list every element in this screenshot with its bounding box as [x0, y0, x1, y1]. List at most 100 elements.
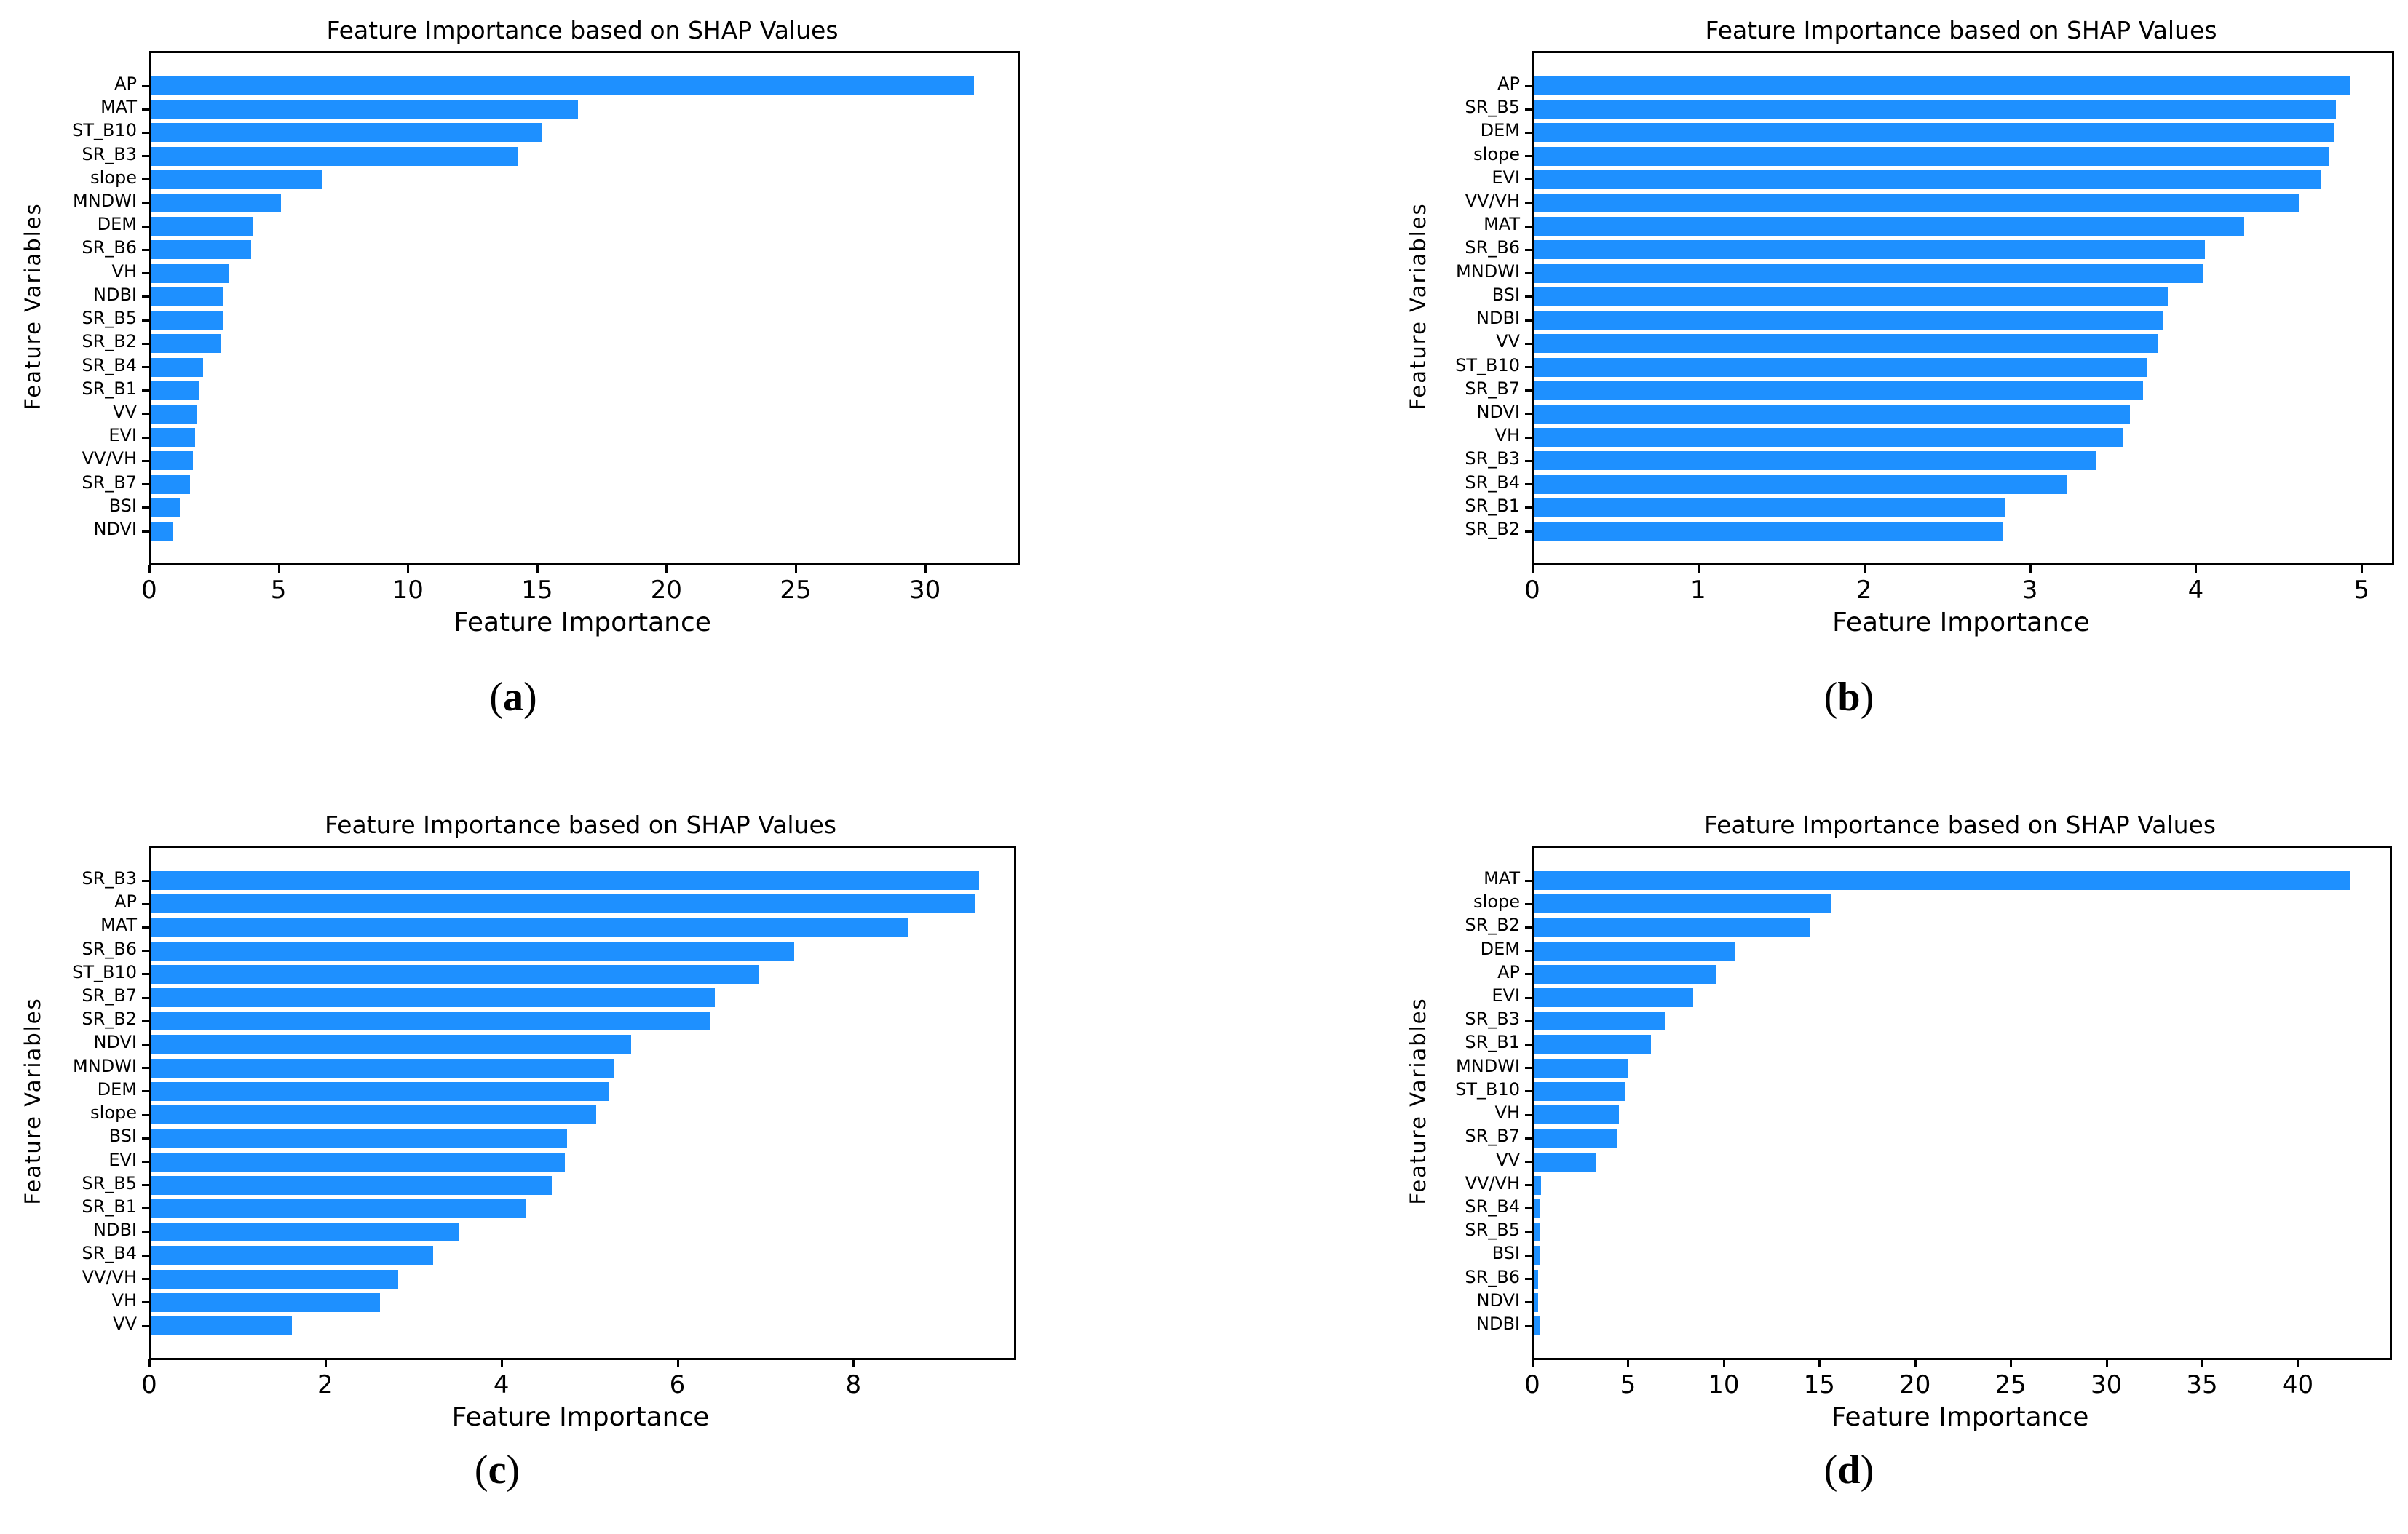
y-tick-mark: [1525, 295, 1532, 298]
y-tick-label: SR_B3: [1465, 1009, 1520, 1030]
y-tick-label: NDBI: [93, 284, 137, 305]
y-tick-mark: [1525, 902, 1532, 905]
caption-open-paren: (: [489, 675, 503, 720]
y-tick-mark: [1525, 436, 1532, 439]
y-tick-mark: [142, 389, 149, 392]
x-tick-label: 35: [2186, 1370, 2218, 1399]
y-tick-mark: [142, 530, 149, 533]
x-tick-label: 15: [521, 576, 553, 605]
y-tick-mark: [142, 1043, 149, 1046]
bar-ap: [151, 76, 974, 95]
bar-evi: [1534, 170, 2321, 189]
x-tick-label: 5: [1620, 1370, 1636, 1399]
x-tick-label: 40: [2281, 1370, 2314, 1399]
caption-open-paren: (: [1823, 675, 1838, 720]
bar-slope: [151, 1105, 596, 1125]
y-tick-label: VV: [1496, 331, 1520, 352]
caption-open-paren: (: [1823, 1447, 1838, 1493]
bar-sr-b4: [1534, 474, 2067, 494]
bar-sr-b6: [151, 941, 794, 961]
y-axis-label: Feature Variables: [1406, 202, 1430, 410]
y-tick-mark: [142, 436, 149, 439]
x-tick-mark: [1722, 1359, 1725, 1367]
bar-vv-vh: [151, 1269, 398, 1289]
y-tick-mark: [142, 342, 149, 345]
chart-title: Feature Importance based on SHAP Values: [1705, 16, 2217, 44]
x-tick-mark: [2361, 565, 2364, 573]
y-tick-mark: [142, 84, 149, 87]
y-tick-label: SR_B4: [1465, 472, 1520, 493]
y-tick-mark: [1525, 248, 1532, 251]
y-tick-mark: [142, 1184, 149, 1187]
bar-sr-b6: [151, 240, 251, 260]
y-tick-mark: [1525, 155, 1532, 158]
y-tick-mark: [1525, 1067, 1532, 1070]
bar-evi: [151, 1152, 566, 1172]
y-tick-label: NDBI: [1476, 308, 1520, 329]
x-tick-mark: [277, 565, 280, 573]
y-axis-label: Feature Variables: [20, 202, 45, 410]
y-tick-mark: [1525, 319, 1532, 322]
bar-sr-b7: [151, 988, 715, 1008]
bar-ndbi: [1534, 1316, 1540, 1335]
panel-d: Feature Importance based on SHAP Values M…: [1204, 767, 2408, 1534]
y-tick-mark: [1525, 879, 1532, 882]
bar-dem: [1534, 941, 1735, 961]
bar-sr-b2: [1534, 918, 1810, 937]
y-tick-label: SR_B5: [1465, 1220, 1520, 1241]
x-tick-mark: [795, 565, 798, 573]
x-tick-label: 0: [141, 576, 157, 605]
x-tick-label: 4: [2187, 576, 2204, 605]
bar-sr-b1: [151, 381, 199, 400]
bar-st-b10: [1534, 1081, 1625, 1101]
y-tick-label: SR_B2: [82, 331, 137, 352]
y-tick-mark: [1525, 202, 1532, 204]
bar-ndvi: [151, 1035, 631, 1054]
bar-bsi: [151, 1129, 567, 1148]
y-tick-label: EVI: [1492, 985, 1520, 1006]
bar-vh: [151, 263, 229, 283]
bar-mndwi: [151, 194, 281, 213]
y-tick-mark: [142, 1161, 149, 1164]
x-tick-label: 10: [1708, 1370, 1740, 1399]
y-tick-label: DEM: [1480, 120, 1520, 141]
y-tick-mark: [1525, 413, 1532, 416]
y-tick-label: SR_B7: [1465, 378, 1520, 399]
y-tick-label: EVI: [1492, 167, 1520, 188]
y-tick-mark: [1525, 1324, 1532, 1327]
bar-slope: [1534, 146, 2329, 166]
caption-close-paren: ): [1860, 1447, 1874, 1493]
bar-vv: [1534, 1152, 1596, 1172]
y-tick-mark: [142, 202, 149, 204]
bar-sr-b1: [151, 1199, 526, 1218]
x-tick-mark: [536, 565, 539, 573]
bar-sr-b4: [151, 1246, 433, 1265]
y-tick-mark: [1525, 1137, 1532, 1140]
bar-ndbi: [151, 1223, 460, 1242]
y-tick-mark: [142, 1113, 149, 1116]
bar-bsi: [1534, 1246, 1540, 1265]
panel-a: Feature Importance based on SHAP Values A…: [0, 0, 1204, 767]
bar-slope: [1534, 894, 1831, 914]
bar-bsi: [1534, 287, 2169, 306]
y-tick-mark: [142, 483, 149, 486]
y-tick-label: MAT: [1484, 868, 1520, 889]
y-tick-label: VV/VH: [82, 1266, 137, 1287]
bar-st-b10: [1534, 357, 2147, 377]
x-tick-label: 3: [2021, 576, 2038, 605]
bar-slope: [151, 170, 322, 189]
y-tick-label: BSI: [1492, 1243, 1520, 1264]
x-tick-label: 6: [669, 1370, 686, 1399]
y-tick-label: SR_B6: [1465, 237, 1520, 258]
y-tick-label: SR_B1: [1465, 495, 1520, 516]
y-tick-label: VV: [1496, 1149, 1520, 1170]
bar-ndvi: [1534, 404, 2130, 424]
y-tick-mark: [142, 1324, 149, 1327]
bar-vh: [1534, 428, 2123, 448]
x-tick-mark: [2201, 1359, 2204, 1367]
y-tick-mark: [1525, 459, 1532, 462]
panel-b: Feature Importance based on SHAP Values A…: [1204, 0, 2408, 767]
bar-sr-b7: [1534, 1129, 1617, 1148]
y-tick-label: VV/VH: [82, 448, 137, 469]
